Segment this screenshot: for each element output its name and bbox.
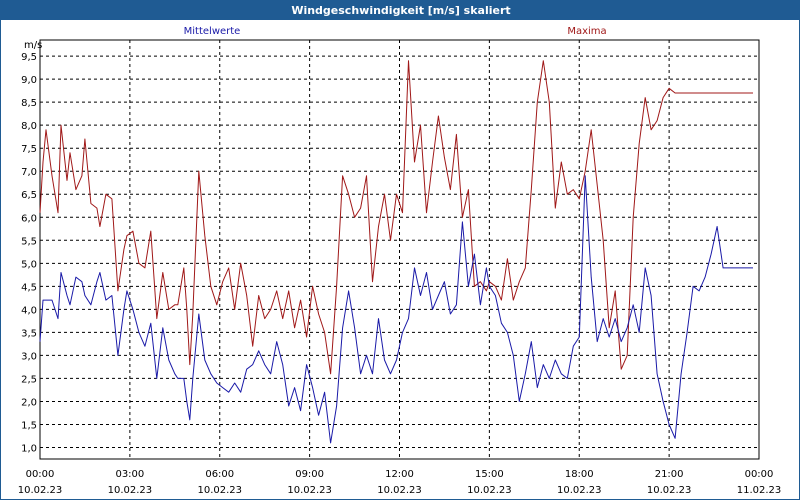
series-line-maxima (39, 60, 753, 375)
x-tick-date-label: 11.02.23 (737, 485, 782, 496)
y-tick-label: 6,5 (21, 190, 37, 201)
series-layer (39, 60, 753, 444)
x-tick-date-label: 10.02.23 (377, 485, 422, 496)
y-axis: 1,0 1,5 2,0 2,5 3,0 3,5 4,0 4,5 5,0 5,5 6,0 6,5 7,0 7… (21, 52, 37, 454)
y-tick-label: 4,5 (21, 282, 37, 293)
x-tick-time-label: 15:00 (475, 469, 504, 480)
y-tick-label: 8,5 (21, 98, 37, 109)
x-tick-time-label: 21:00 (655, 469, 684, 480)
y-tick-label: 5,5 (21, 236, 37, 247)
y-axis-unit-label: m/s (24, 40, 42, 51)
y-tick-label: 3,0 (21, 351, 37, 362)
y-tick-label: 7,5 (21, 144, 37, 155)
x-tick-date-label: 10.02.23 (647, 485, 692, 496)
x-tick-time-label: 06:00 (205, 469, 234, 480)
y-tick-label: 4,0 (21, 305, 37, 316)
x-tick-date-label: 10.02.23 (557, 485, 602, 496)
x-tick-date-label: 10.02.23 (108, 485, 153, 496)
y-tick-label: 9,0 (21, 75, 37, 86)
x-tick-date-label: 10.02.23 (197, 485, 242, 496)
x-tick-date-label: 10.02.23 (287, 485, 332, 496)
y-tick-label: 1,0 (21, 443, 37, 454)
y-tick-label: 6,0 (21, 213, 37, 224)
legend-maxima: Maxima (567, 26, 606, 37)
plot-frame (39, 39, 760, 460)
window-title: Windgeschwindigkeit [m/s] skaliert (1, 1, 800, 20)
x-tick-time-label: 18:00 (565, 469, 594, 480)
x-tick-date-label: 10.02.23 (18, 485, 63, 496)
legend-mittelwerte: Mittelwerte (184, 26, 241, 37)
y-tick-label: 7,0 (21, 167, 37, 178)
x-tick-time-label: 00:00 (745, 469, 774, 480)
grid (40, 40, 759, 459)
y-tick-label: 1,5 (21, 420, 37, 431)
x-tick-time-label: 00:00 (26, 469, 55, 480)
y-tick-label: 2,5 (21, 374, 37, 385)
y-tick-label: 9,5 (21, 52, 37, 63)
x-tick-time-label: 09:00 (295, 469, 324, 480)
y-tick-label: 2,0 (21, 397, 37, 408)
y-tick-label: 3,5 (21, 328, 37, 339)
x-tick-time-label: 03:00 (115, 469, 144, 480)
x-axis: 00:00 10.02.23 03:00 10.02.23 06:00 10.02.23 0… (18, 469, 782, 496)
x-tick-time-label: 12:00 (385, 469, 414, 480)
x-tick-date-label: 10.02.23 (467, 485, 512, 496)
y-tick-label: 5,0 (21, 259, 37, 270)
y-tick-label: 8,0 (21, 121, 37, 132)
series-line-mittelwerte (39, 175, 753, 444)
